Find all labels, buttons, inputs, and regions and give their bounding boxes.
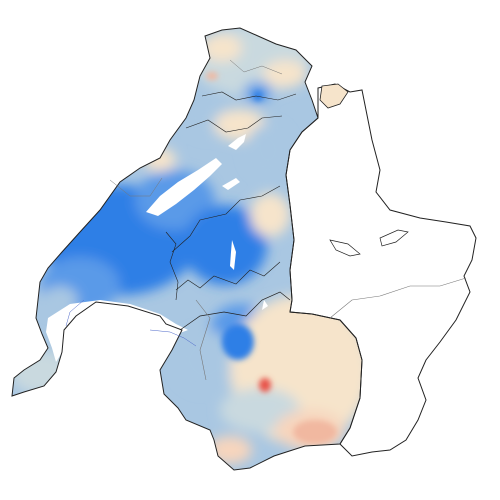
lake-murten [222, 178, 240, 190]
zone-east-light [246, 124, 290, 176]
lake-geneva [46, 300, 188, 362]
exclave-outline [319, 83, 349, 109]
internal-border-jura [185, 115, 283, 133]
hotspot-north-blue [253, 91, 263, 101]
internal-border-south [179, 291, 291, 331]
lake-shore-line [65, 299, 85, 327]
neighbor-lake-brienz [379, 229, 409, 247]
boundaries [11, 27, 477, 471]
hotspot-red [259, 378, 271, 392]
internal-border-north [201, 91, 297, 101]
internal-border-top [229, 59, 283, 75]
internal-border-nw [109, 177, 163, 197]
neighbor-outline [285, 83, 477, 457]
lakes [46, 134, 268, 362]
internal-border-center [171, 185, 281, 253]
zone-alp-salmon-b [208, 436, 252, 464]
neighbor-lake-thun [329, 239, 361, 257]
lake-biel [228, 134, 246, 150]
zone-north-beige-a [202, 34, 242, 62]
hotspot-blue [222, 324, 254, 360]
zone-center-strong [183, 205, 267, 285]
lake-small [262, 300, 268, 310]
zone-east-beige [250, 193, 290, 237]
internal-border-east [329, 277, 467, 319]
hotspot-salmon [293, 420, 337, 444]
zone-north-beige-b [263, 60, 307, 88]
lake-neuchatel [146, 158, 222, 216]
internal-border-middle [175, 261, 281, 291]
zone-alp-light [175, 330, 235, 390]
lake-east-shore [149, 329, 197, 347]
internal-border-alp [195, 299, 211, 381]
zone-nw-beige [144, 148, 176, 172]
hotspot-north-salmon [206, 72, 218, 80]
lake-gruyere [230, 240, 236, 270]
internal-border-west [165, 231, 179, 301]
